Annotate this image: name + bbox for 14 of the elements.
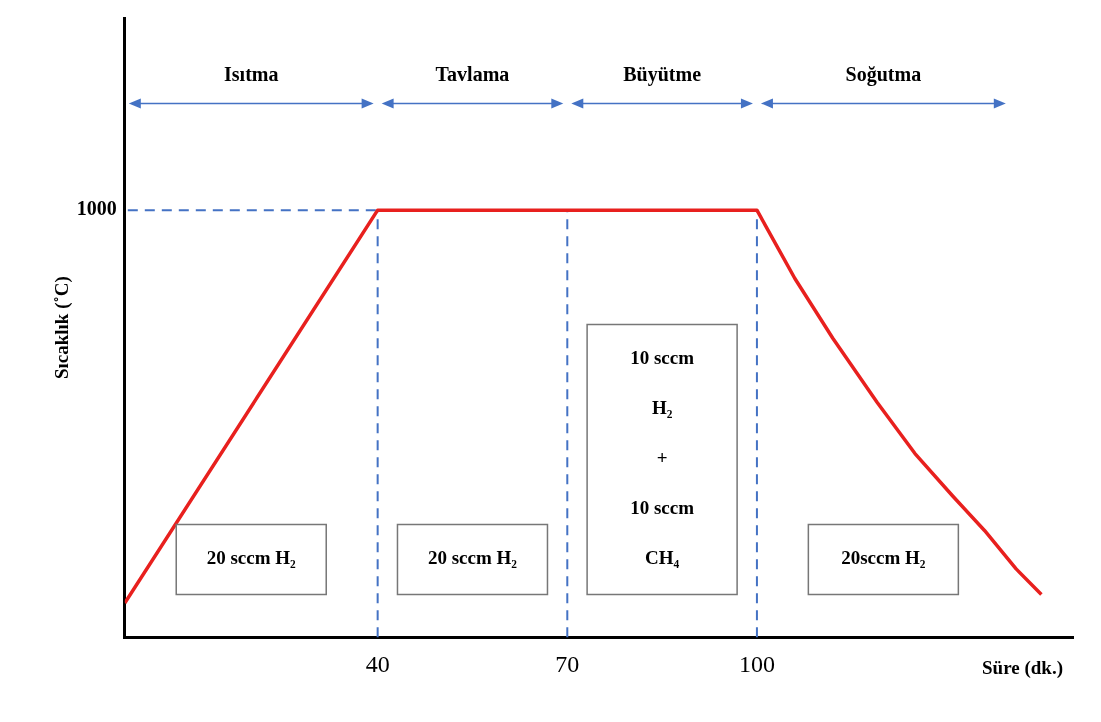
x-axis-title: Süre (dk.) (982, 656, 1063, 679)
ref-line-label: 1000 (76, 197, 117, 220)
text: Isıtma (224, 62, 279, 85)
x-tick-label: 100 (738, 650, 775, 677)
text: Tavlama (435, 62, 510, 85)
annotation: 20sccm H₂ (841, 547, 926, 569)
x-tick-label: 40 (365, 650, 390, 677)
annotation: 20 sccm H₂ (427, 547, 518, 569)
text: Büyütme (623, 62, 702, 86)
annotation: 20 sccm H₂ (206, 547, 297, 569)
text: 10 sccm H₂ + 10 sccm CH₄ (630, 347, 695, 569)
y-axis-title: Sıcaklık (˚C) (51, 276, 74, 380)
text: Soğutma (845, 62, 922, 86)
x-tick-label: 70 (555, 650, 580, 677)
